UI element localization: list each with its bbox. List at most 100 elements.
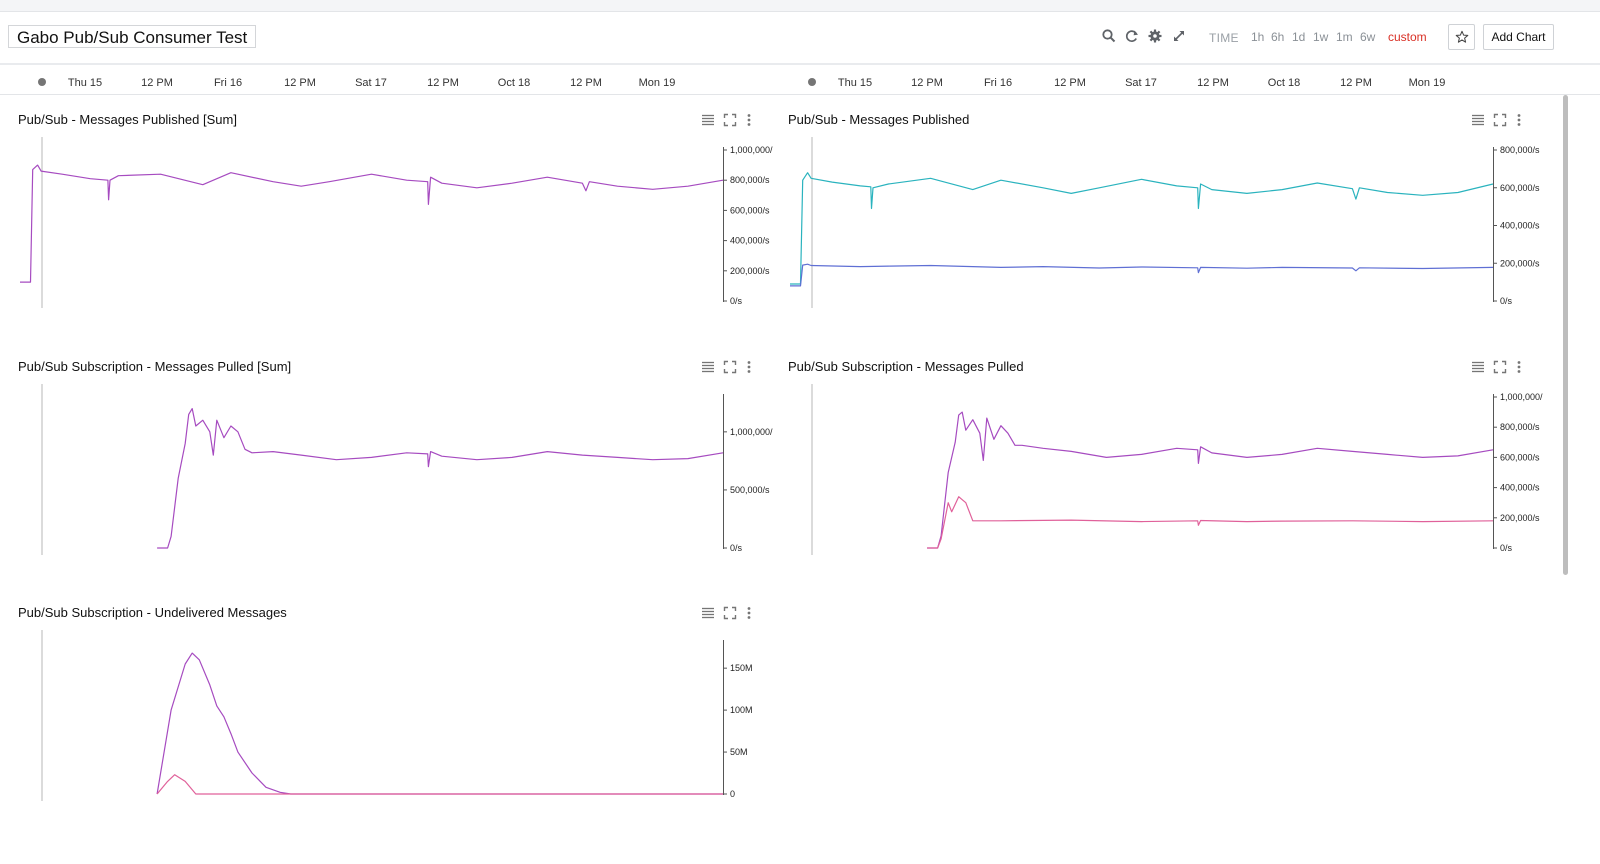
timeline-label: Thu 15 [67,77,103,89]
legend-icon[interactable] [701,113,715,127]
y-tick-label: 1,000,000/ [1500,392,1543,402]
timeline-label: 12 PM [570,77,602,89]
time-option-1w[interactable]: 1w [1313,30,1329,44]
series-line [790,172,1494,285]
timeline-label: 12 PM [911,77,943,89]
timeline-label: Sat 17 [1125,77,1157,89]
timeline-label: Sat 17 [355,77,387,89]
fullscreen-icon[interactable] [1493,113,1507,127]
expand-icon[interactable] [1171,28,1187,44]
timeline-label: Mon 19 [1408,77,1446,89]
timeline-label: 12 PM [1197,77,1229,89]
y-tick-label: 0 [730,789,735,799]
time-option-1h[interactable]: 1h [1251,30,1265,44]
y-tick-label: 50M [730,747,748,757]
timeline-label: 12 PM [284,77,316,89]
more-icon[interactable] [742,360,756,374]
y-tick-label: 200,000/s [1500,513,1540,523]
series-line [157,407,724,549]
search-icon[interactable] [1101,28,1117,44]
y-tick-label: 400,000/s [1500,221,1540,231]
series-line [156,652,723,795]
chart-panel-messages-pulled-sum: 0/s 500,000/s 1,000,000/ Pub/Sub Subscript… [0,359,773,599]
timeline-handle-left[interactable] [38,78,46,86]
y-tick-label: 800,000/s [1500,145,1540,155]
gear-icon[interactable] [1147,28,1163,44]
y-tick-label: 1,000,000/ [730,427,773,437]
fullscreen-icon[interactable] [1493,360,1507,374]
y-tick-label: 600,000/s [1500,183,1540,193]
chart-messages-published: 0/s 200,000/s 400,000/s 600,000/s 800,000/s [790,137,1540,308]
timeline-handle-right[interactable] [808,78,816,86]
series-line [927,411,1494,549]
legend-icon[interactable] [701,360,715,374]
time-option-6h[interactable]: 6h [1271,30,1285,44]
timeline-label: 12 PM [141,77,173,89]
more-icon[interactable] [742,113,756,127]
chart-undelivered-messages: 0 50M 100M 150M [41,630,753,801]
timeline-label: Oct 18 [1267,77,1301,89]
y-tick-label: 800,000/s [730,175,770,185]
y-tick-label: 400,000/s [730,236,770,246]
chart-panel-undelivered-messages: 0 50M 100M 150M Pub/Sub Subscription - Unde… [0,605,770,845]
chart-panel-messages-published: 0/s 200,000/s 400,000/s 600,000/s 800,000/s … [770,112,1540,352]
timeline-label: Thu 15 [837,77,873,89]
chart-messages-published-sum: 0/s 200,000/s 400,000/s 600,000/s 800,000/s 1… [20,137,773,308]
star-icon [1455,30,1468,43]
chart-panel-messages-pulled: 0/s 200,000/s 400,000/s 600,000/s 800,000/s 1… [770,359,1543,599]
chart-messages-pulled: 0/s 200,000/s 400,000/s 600,000/s 800,000/s 1… [811,384,1543,555]
y-tick-label: 0/s [1500,296,1513,306]
y-tick-label: 200,000/s [730,266,770,276]
legend-icon[interactable] [1471,360,1485,374]
y-tick-label: 600,000/s [1500,452,1540,462]
series-line [927,496,1494,549]
fullscreen-icon[interactable] [723,113,737,127]
time-label: TIME [1209,31,1239,45]
refresh-icon[interactable] [1124,28,1140,44]
more-icon[interactable] [1512,360,1526,374]
timeline-label: Mon 19 [638,77,676,89]
fullscreen-icon[interactable] [723,360,737,374]
y-tick-label: 0/s [730,543,743,553]
time-option-1m[interactable]: 1m [1336,30,1353,44]
more-icon[interactable] [742,606,756,620]
more-icon[interactable] [1512,113,1526,127]
legend-icon[interactable] [701,606,715,620]
y-tick-label: 800,000/s [1500,422,1540,432]
legend-icon[interactable] [1471,113,1485,127]
y-tick-label: 0/s [730,296,743,306]
timeline-label: 12 PM [427,77,459,89]
favorite-button[interactable] [1448,24,1475,50]
chart-panel-messages-published-sum: 0/s 200,000/s 400,000/s 600,000/s 800,000/s 1… [0,112,773,352]
time-option-1d[interactable]: 1d [1292,30,1306,44]
add-chart-button[interactable]: Add Chart [1483,24,1554,50]
chart-messages-pulled-sum: 0/s 500,000/s 1,000,000/ [41,384,773,555]
y-tick-label: 500,000/s [730,485,770,495]
y-tick-label: 0/s [1500,543,1513,553]
y-tick-label: 400,000/s [1500,483,1540,493]
timeline-label: 12 PM [1340,77,1372,89]
series-line [156,774,723,795]
y-tick-label: 200,000/s [1500,258,1540,268]
y-tick-label: 600,000/s [730,205,770,215]
series-line [20,164,724,283]
vertical-scrollbar[interactable] [1563,95,1568,575]
timeline-label: Oct 18 [497,77,531,89]
panel-title: Pub/Sub Subscription - Undelivered Messa… [18,605,287,620]
y-tick-label: 100M [730,705,753,715]
series-line [790,263,1494,287]
panel-title: Pub/Sub - Messages Published [Sum] [18,112,237,127]
timeline-bar: Thu 15 12 PM Fri 16 12 PM Sat 17 12 PM O… [0,63,1600,95]
timeline-label: Fri 16 [213,77,243,89]
dashboard-title[interactable]: Gabo Pub/Sub Consumer Test [8,25,257,48]
timeline-label: 12 PM [1054,77,1086,89]
panel-title: Pub/Sub Subscription - Messages Pulled [… [18,359,292,374]
top-strip [0,0,1600,12]
timeline-label: Fri 16 [983,77,1013,89]
y-tick-label: 1,000,000/ [730,145,773,155]
time-option-custom[interactable]: custom [1388,30,1427,44]
time-option-6w[interactable]: 6w [1360,30,1376,44]
y-tick-label: 150M [730,663,753,673]
dashboard-header: Gabo Pub/Sub Consumer Test TIME 1h 6h 1d… [0,12,1600,62]
fullscreen-icon[interactable] [723,606,737,620]
